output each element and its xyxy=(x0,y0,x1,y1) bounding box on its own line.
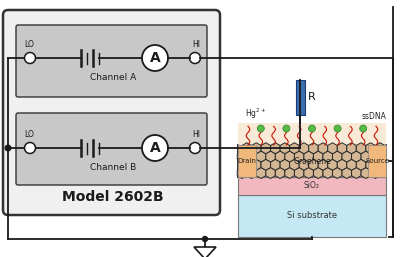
Circle shape xyxy=(24,142,36,153)
Bar xyxy=(368,145,386,177)
Text: Graphene: Graphene xyxy=(293,157,331,166)
Circle shape xyxy=(24,52,36,63)
Bar xyxy=(238,145,256,177)
Text: LO: LO xyxy=(24,40,34,49)
Bar xyxy=(238,195,386,237)
Circle shape xyxy=(190,142,200,153)
Text: Source: Source xyxy=(365,158,389,164)
Text: Drain: Drain xyxy=(238,158,256,164)
FancyBboxPatch shape xyxy=(3,10,220,215)
Circle shape xyxy=(334,125,341,132)
Circle shape xyxy=(142,45,168,71)
Polygon shape xyxy=(194,247,216,257)
Text: R: R xyxy=(308,93,316,103)
FancyBboxPatch shape xyxy=(16,25,207,97)
Bar xyxy=(238,145,386,177)
Circle shape xyxy=(257,125,264,132)
Text: Hg$^{2+}$: Hg$^{2+}$ xyxy=(246,107,266,121)
Circle shape xyxy=(202,236,208,242)
Text: A: A xyxy=(150,51,160,65)
Text: HI: HI xyxy=(192,130,200,139)
Circle shape xyxy=(190,52,200,63)
Bar xyxy=(296,80,305,115)
Text: ssDNA: ssDNA xyxy=(362,112,386,121)
Text: LO: LO xyxy=(24,130,34,139)
Text: Channel B: Channel B xyxy=(90,163,136,172)
Circle shape xyxy=(308,125,316,132)
Circle shape xyxy=(283,125,290,132)
Text: HI: HI xyxy=(192,40,200,49)
Circle shape xyxy=(5,145,11,151)
Bar xyxy=(238,177,386,195)
Text: A: A xyxy=(150,141,160,155)
Text: Si substrate: Si substrate xyxy=(287,212,337,221)
Circle shape xyxy=(360,125,367,132)
Text: Model 2602B: Model 2602B xyxy=(62,190,164,204)
Text: SiO₂: SiO₂ xyxy=(304,181,320,190)
FancyBboxPatch shape xyxy=(16,113,207,185)
Bar xyxy=(238,123,386,145)
Text: Channel A: Channel A xyxy=(90,74,136,82)
Circle shape xyxy=(142,135,168,161)
